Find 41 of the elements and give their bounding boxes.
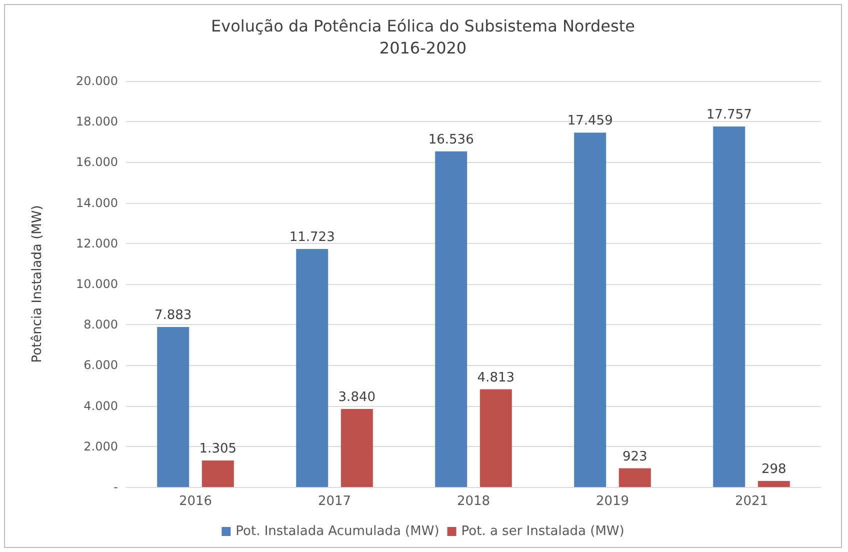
bar [713,126,746,487]
bar [157,326,190,487]
bar [758,480,790,487]
legend-label: Pot. a ser Instalada (MW) [461,524,624,539]
y-tick-label: 16.000 [76,155,118,170]
y-tick-label: 6.000 [84,358,118,372]
bar [480,389,512,487]
data-label: 923 [622,449,648,464]
data-label: 17.757 [706,108,752,123]
bar [202,460,234,487]
y-tick-label: 20.000 [76,74,118,88]
bar [618,468,651,487]
bar [340,409,373,487]
y-tick-label: 8.000 [84,318,118,332]
y-axis-title: Potência Instalada (MW) [30,205,45,363]
y-tick-label: 14.000 [76,196,118,210]
data-label: 16.536 [428,132,474,148]
y-tick-label: - [114,480,118,494]
bar [296,249,328,487]
data-label: 7.883 [154,308,192,323]
bar [435,151,468,487]
y-tick-label: 10.000 [76,277,118,291]
y-tick-label: 18.000 [76,114,118,129]
data-label: 3.840 [338,390,376,406]
data-label: 17.459 [567,114,613,129]
x-tick-label: 2021 [734,494,768,509]
x-tick-label: 2017 [318,494,352,509]
x-tick-label: 2016 [178,494,212,509]
y-tick-label: 12.000 [76,236,118,250]
data-label: 1.305 [199,442,237,457]
x-tick-label: 2019 [596,494,630,509]
y-tick-label: 2.000 [84,439,118,454]
bar [574,132,606,487]
data-label: 11.723 [289,230,335,246]
chart-subtitle: 2016-2020 [379,38,467,58]
chart-title: Evolução da Potência Eólica do Subsistema Nordeste [211,16,635,36]
x-tick-label: 2018 [456,494,490,509]
y-tick-label: 4.000 [84,398,118,413]
data-label: 4.813 [477,370,515,386]
legend-label: Pot. Instalada Acumulada (MW) [236,524,440,539]
data-label: 298 [761,462,786,477]
